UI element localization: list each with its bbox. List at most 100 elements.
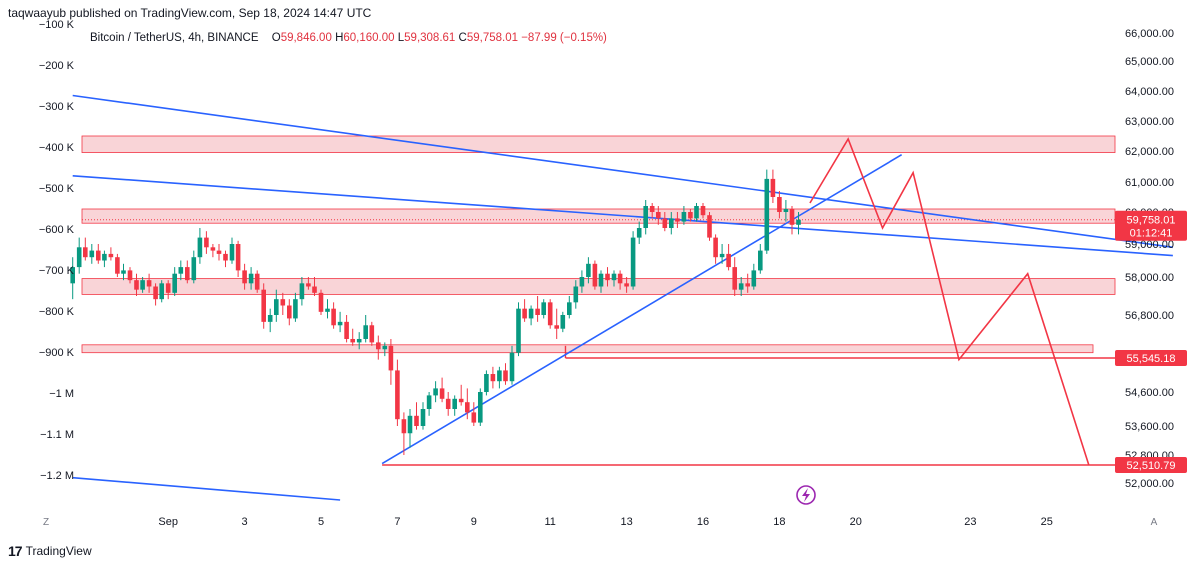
candle-body-20 xyxy=(197,237,203,258)
candle-body-32 xyxy=(274,299,279,315)
candle-body-59 xyxy=(445,398,451,409)
alert-icon[interactable] xyxy=(796,485,816,505)
left-axis-label: −1.2 M xyxy=(40,470,74,482)
y-tick-label: 65,000.00 xyxy=(1125,56,1174,68)
candle-body-106 xyxy=(745,283,750,287)
candle-body-4 xyxy=(95,250,101,261)
candle-body-8 xyxy=(121,270,126,274)
candle-body-33 xyxy=(280,299,286,306)
candle-body-72 xyxy=(528,308,534,319)
candle-body-7 xyxy=(115,257,120,274)
candle-body-82 xyxy=(592,263,598,287)
y-tick-label: 63,000.00 xyxy=(1125,116,1174,128)
high-value: 60,160.00 xyxy=(343,32,395,44)
candle-body-91 xyxy=(649,206,655,212)
countdown-label: 01:12:41 xyxy=(1130,228,1173,240)
candle-body-2 xyxy=(83,247,88,258)
candle-body-21 xyxy=(204,237,209,248)
candle-body-6 xyxy=(108,253,114,258)
zone-1 xyxy=(81,208,1116,224)
y-tick-label: 61,000.00 xyxy=(1125,177,1174,189)
candle-body-105 xyxy=(738,283,744,290)
candle-body-107 xyxy=(751,270,757,287)
candle-body-0 xyxy=(70,267,75,284)
candle-body-26 xyxy=(235,244,241,271)
left-axis-label: −800 K xyxy=(39,306,75,318)
price-tag-label: 55,545.18 xyxy=(1127,353,1176,365)
candle-body-52 xyxy=(401,419,407,434)
candle-body-79 xyxy=(573,286,579,303)
candle-body-57 xyxy=(433,388,438,396)
x-tick-label: 9 xyxy=(471,516,477,528)
y-tick-label: 62,000.00 xyxy=(1125,146,1174,158)
candle-body-9 xyxy=(127,270,133,281)
candle-body-65 xyxy=(484,374,489,392)
candle-body-97 xyxy=(688,212,693,219)
y-tick-label: 56,800.00 xyxy=(1125,310,1174,322)
candle-body-37 xyxy=(306,283,311,287)
candle-body-62 xyxy=(465,402,470,413)
candle-body-42 xyxy=(337,321,343,326)
supply-demand-zones xyxy=(81,135,1116,354)
candle-body-40 xyxy=(325,308,330,312)
candle-body-99 xyxy=(700,206,706,216)
candle-body-1 xyxy=(76,247,82,268)
candle-body-18 xyxy=(185,267,190,281)
candle-body-25 xyxy=(229,244,235,261)
candle-body-109 xyxy=(764,178,770,251)
candle-body-110 xyxy=(770,178,776,197)
candlestick-series xyxy=(70,169,801,455)
open-value: 59,846.00 xyxy=(280,32,332,44)
axes: 66,000.00 65,000.00 64,000.00 63,000.00 62,0… xyxy=(39,19,1174,528)
x-tick-label: 5 xyxy=(318,516,324,528)
candle-body-83 xyxy=(598,273,604,287)
candle-body-74 xyxy=(541,302,547,315)
candle-body-47 xyxy=(369,325,375,343)
candle-body-114 xyxy=(796,219,801,225)
candle-body-95 xyxy=(675,218,680,222)
candle-body-53 xyxy=(407,415,413,434)
left-axis-label: −700 K xyxy=(39,265,75,277)
candle-body-34 xyxy=(286,305,292,319)
left-axis-label: −500 K xyxy=(39,183,75,195)
candle-body-29 xyxy=(254,273,260,290)
zone-0 xyxy=(81,135,1116,153)
candle-body-3 xyxy=(89,250,95,258)
y-tick-label: 64,000.00 xyxy=(1125,86,1174,98)
candle-body-80 xyxy=(579,277,585,287)
candle-body-75 xyxy=(547,302,553,326)
candle-body-50 xyxy=(388,345,394,371)
price-tag-0 xyxy=(1115,349,1187,366)
candle-body-64 xyxy=(477,392,483,423)
x-tick-label: 11 xyxy=(544,516,555,528)
zone-2 xyxy=(81,278,1116,295)
candle-body-111 xyxy=(777,197,782,212)
candle-body-23 xyxy=(216,250,222,254)
x-tick-label: 25 xyxy=(1041,516,1053,528)
candle-body-100 xyxy=(707,215,712,238)
candle-body-13 xyxy=(153,286,158,300)
candle-body-81 xyxy=(586,263,591,277)
candle-body-76 xyxy=(554,325,559,329)
open-label: O xyxy=(271,32,281,44)
trendline-3 xyxy=(72,476,341,501)
candle-body-61 xyxy=(458,398,464,403)
trendlines xyxy=(72,94,1173,501)
candle-body-5 xyxy=(102,253,107,261)
candle-body-14 xyxy=(159,283,165,300)
projection-path xyxy=(809,137,1090,466)
x-tick-label: 7 xyxy=(394,516,400,528)
x-tick-label: 13 xyxy=(620,516,632,528)
x-tick-label: 3 xyxy=(242,516,248,528)
trendline-2 xyxy=(381,154,903,465)
x-tick-label: 20 xyxy=(850,516,862,528)
y-tick-label: 58,000.00 xyxy=(1125,272,1174,284)
candle-body-67 xyxy=(497,370,502,382)
auto-scale-corner-label: A xyxy=(1151,517,1158,528)
candle-body-38 xyxy=(312,286,317,293)
candle-body-71 xyxy=(522,308,527,319)
publisher-header: taqwaayub published on TradingView.com, … xyxy=(8,6,372,20)
left-axis-label: −300 K xyxy=(39,101,75,113)
brand-name: TradingView xyxy=(25,544,92,558)
